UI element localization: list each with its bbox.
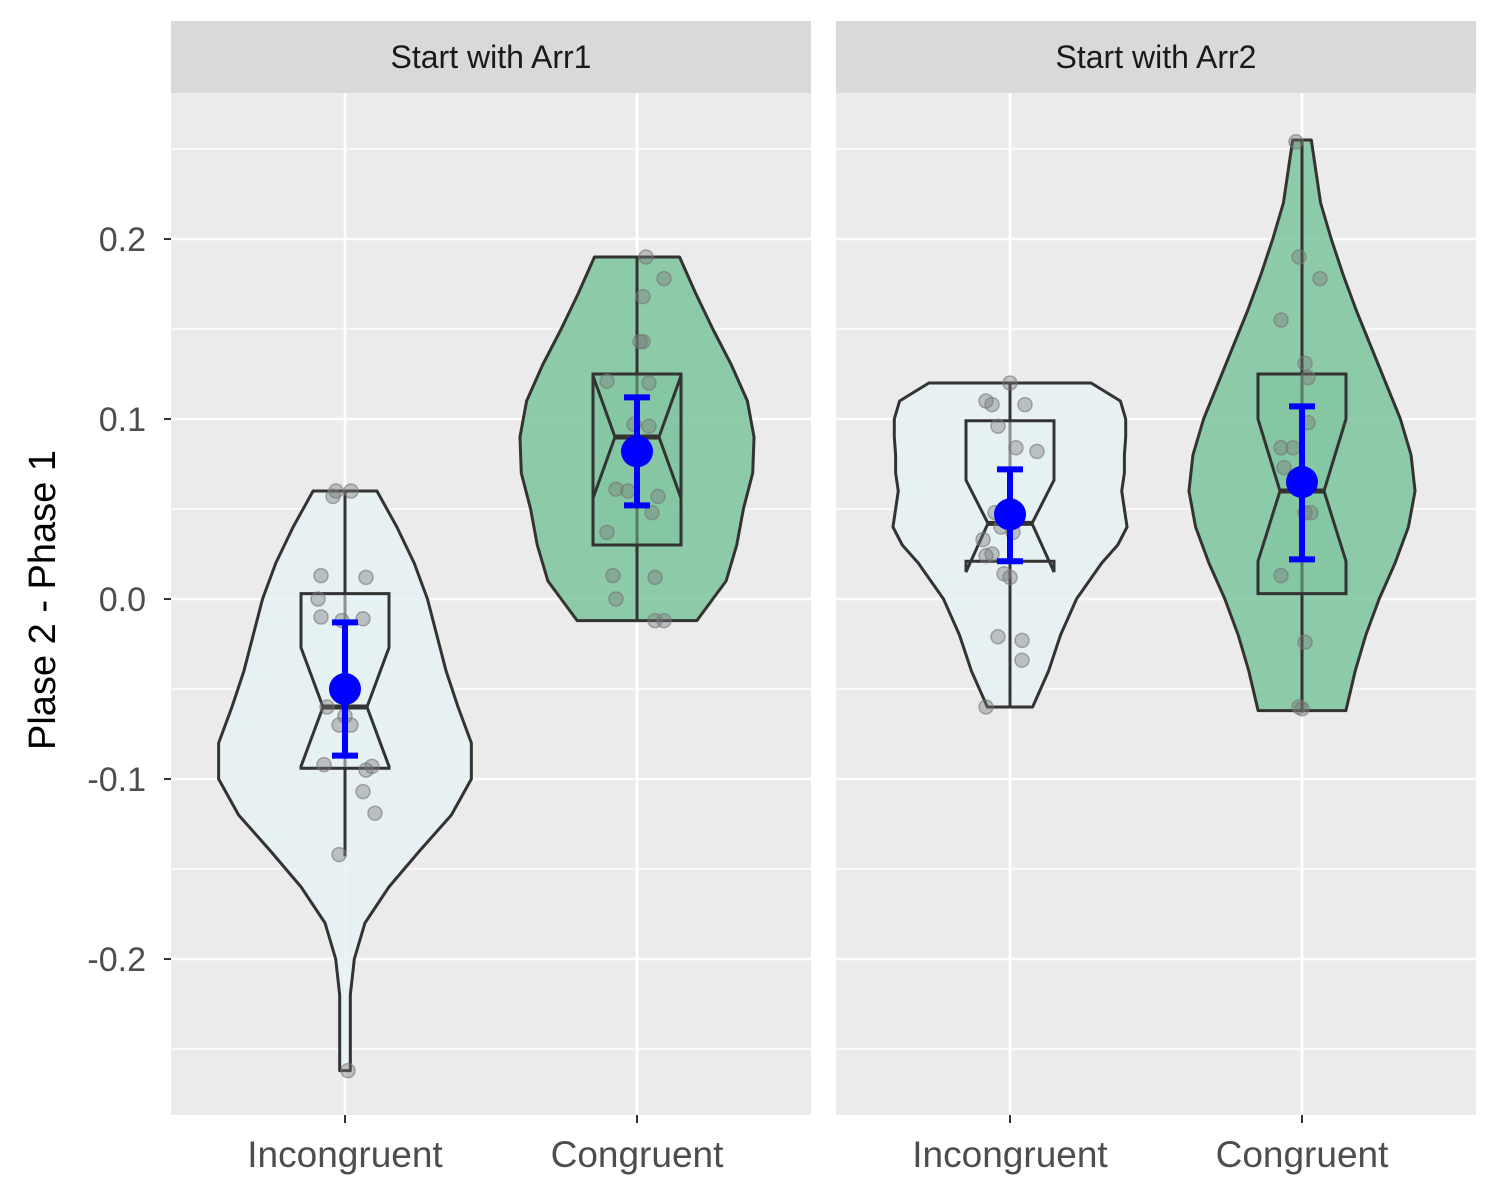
data-point [325, 488, 341, 505]
data-point [608, 591, 624, 607]
data-point [650, 488, 666, 505]
data-point [331, 846, 347, 863]
data-point [978, 699, 994, 715]
data-point [990, 629, 1006, 645]
data-point [1300, 369, 1316, 386]
y-tick-label: -0.1 [87, 761, 146, 799]
data-point [1029, 443, 1045, 460]
facet-panel: Start with Arr2 Incongruent Congruent [836, 21, 1476, 1175]
data-point [599, 524, 615, 541]
data-point [310, 591, 326, 607]
data-point [343, 483, 359, 499]
data-point [1294, 701, 1310, 717]
data-point [367, 805, 383, 821]
data-point [975, 531, 991, 548]
data-point [1312, 270, 1328, 287]
data-point [1303, 504, 1319, 521]
data-point [635, 288, 651, 305]
facet-strip-label: Start with Arr1 [391, 39, 592, 75]
data-point [316, 756, 332, 773]
data-point [638, 249, 654, 265]
x-tick-label: Congruent [551, 1134, 725, 1175]
data-point [656, 612, 672, 629]
panel-background [836, 93, 1476, 1115]
y-axis-title: Plase 2 - Phase 1 [22, 450, 64, 750]
mean-marker [1286, 466, 1318, 498]
data-point [990, 418, 1006, 434]
data-point [1014, 652, 1030, 668]
data-point [1297, 355, 1313, 371]
data-point [313, 567, 329, 584]
mean-marker [329, 673, 361, 705]
data-point [1017, 396, 1033, 413]
data-point [608, 481, 624, 497]
data-point [1288, 134, 1304, 150]
data-point [599, 373, 615, 389]
data-point [313, 609, 329, 625]
data-point [1008, 440, 1024, 456]
y-tick-label: 0.2 [99, 221, 146, 259]
mean-marker [994, 498, 1026, 531]
facet-strip [171, 21, 811, 93]
data-point [319, 699, 335, 715]
data-point [641, 418, 657, 434]
data-point [1002, 375, 1018, 391]
data-point [1273, 567, 1289, 584]
data-point [605, 567, 621, 584]
y-tick-label: -0.2 [87, 941, 146, 979]
data-point [656, 270, 672, 287]
data-point [358, 762, 374, 778]
data-point [1273, 312, 1289, 328]
facet-strip-label: Start with Arr2 [1056, 39, 1257, 75]
data-point [1002, 569, 1018, 586]
data-point [1291, 249, 1307, 265]
y-axis: -0.2 -0.1 0.0 0.1 0.2 [87, 221, 171, 979]
x-tick-label: Congruent [1216, 1134, 1390, 1175]
x-tick-label: Incongruent [247, 1134, 443, 1175]
data-point [358, 569, 374, 586]
x-tick-label: Incongruent [912, 1134, 1108, 1175]
mean-marker [621, 435, 653, 468]
data-point [1297, 634, 1313, 650]
data-point [1273, 440, 1289, 456]
data-point [1014, 632, 1030, 649]
data-point [340, 1062, 356, 1079]
data-point [620, 483, 636, 499]
data-point [978, 548, 994, 564]
y-tick-label: 0.1 [99, 401, 146, 439]
data-point [984, 546, 1000, 562]
data-point [647, 569, 663, 586]
data-point [984, 396, 1000, 413]
facet-panel: Start with Arr1 Incongruent Congruent [171, 21, 811, 1175]
data-point [641, 375, 657, 391]
data-point [355, 783, 371, 800]
data-point [644, 504, 660, 521]
data-point [635, 333, 651, 350]
data-point [355, 611, 371, 627]
y-tick-label: 0.0 [99, 581, 146, 619]
facet-strip [836, 21, 1476, 93]
data-point [1276, 459, 1292, 476]
data-point [1285, 440, 1301, 456]
